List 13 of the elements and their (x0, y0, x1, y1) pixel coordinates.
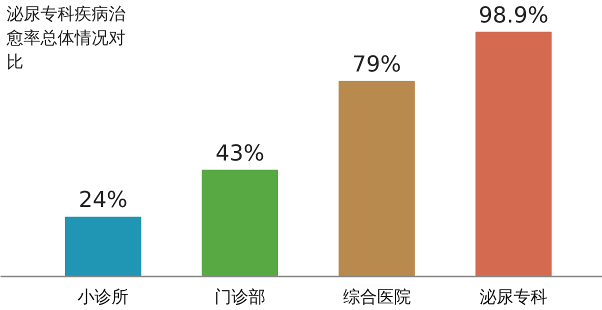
data-label: 98.9% (478, 3, 549, 28)
data-label: 43% (215, 141, 264, 166)
x-tick-label: 综合医院 (342, 288, 411, 308)
bar (338, 80, 415, 276)
chart-title: 泌尿专科疾病治愈率总体情况对比 (6, 4, 126, 72)
x-tick-label: 小诊所 (78, 288, 129, 308)
data-label: 79% (352, 52, 402, 78)
bar (64, 216, 142, 276)
bar (202, 170, 278, 276)
bar (475, 32, 552, 276)
x-tick-label: 泌尿专科 (480, 288, 548, 308)
data-label: 24% (78, 188, 128, 214)
x-tick-label: 门诊部 (214, 288, 266, 308)
